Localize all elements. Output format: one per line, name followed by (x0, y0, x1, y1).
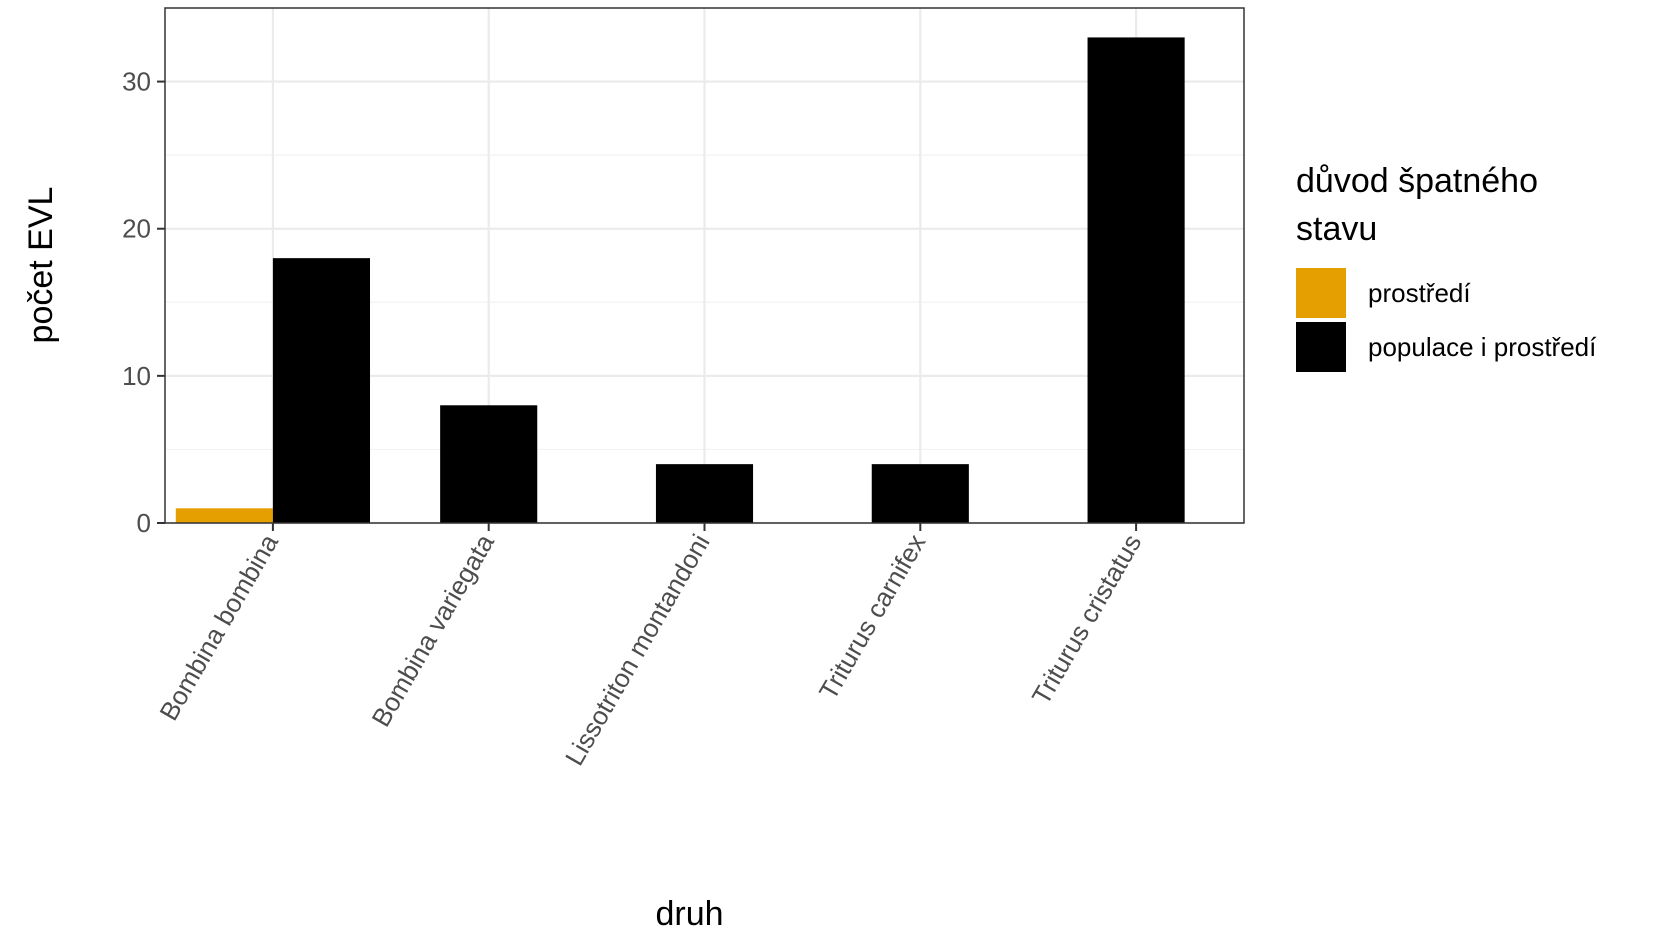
legend-key-prostredi (1296, 268, 1346, 318)
bar-triturus-cristatus-series-1 (1087, 37, 1185, 524)
x-axis-title: druh (655, 895, 723, 933)
y-tick-label: 20 (122, 214, 151, 244)
bar-bombina-variegata-series-1 (440, 405, 538, 523)
y-tick-label: 0 (137, 508, 151, 538)
y-axis-title: počet EVL (22, 187, 60, 344)
bars (175, 37, 1185, 524)
bar-bombina-bombina-series-0 (175, 508, 273, 523)
y-axis-ticks: 0 10 20 30 (122, 67, 165, 538)
legend-label-populace-i-prostredi: populace i prostředí (1368, 332, 1597, 362)
bar-bombina-bombina-series-1 (272, 258, 371, 523)
bar-lissotriton-montandoni-series-1 (655, 464, 754, 523)
legend-key-populace-i-prostredi (1296, 322, 1346, 372)
y-tick-label: 30 (122, 67, 151, 97)
legend-label-prostredi: prostředí (1368, 278, 1471, 308)
y-tick-label: 10 (122, 361, 151, 391)
bar-triturus-carnifex-series-1 (871, 464, 969, 523)
legend: důvod špatného stavu prostředí populace … (1296, 162, 1597, 372)
legend-title-line-2: stavu (1296, 210, 1377, 248)
legend-title-line-1: důvod špatného (1296, 162, 1538, 200)
